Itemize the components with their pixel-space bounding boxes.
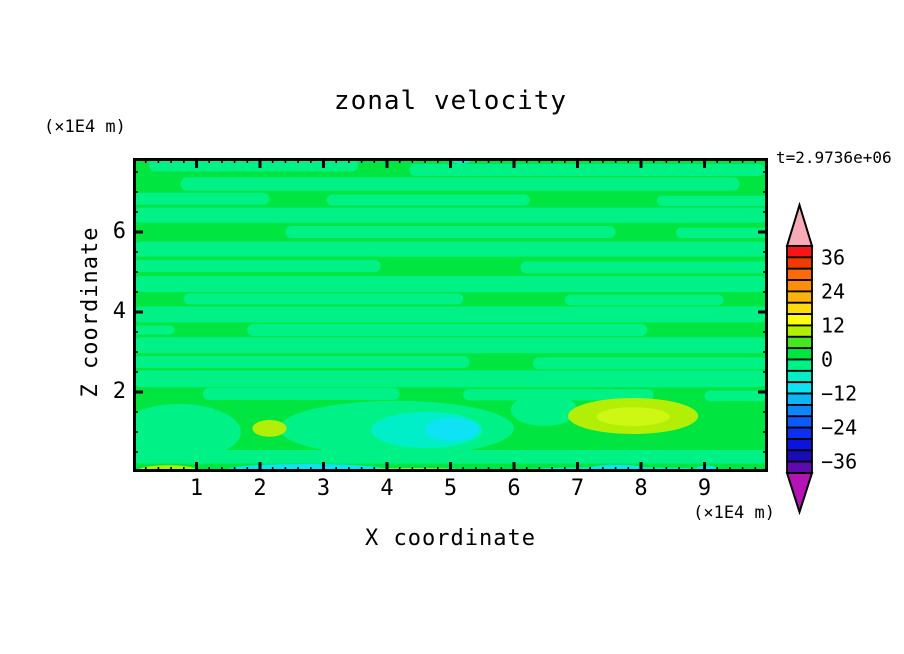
contour-region — [704, 390, 768, 402]
x-tick-label: 7 — [570, 476, 585, 501]
colorbar-tick-label: 12 — [821, 313, 845, 337]
colorbar-segment — [786, 438, 813, 452]
contour-region — [252, 420, 287, 437]
colorbar-under-arrow — [785, 472, 814, 516]
z-tick-label: 6 — [112, 219, 126, 244]
contour-region — [656, 195, 768, 206]
colorbar-tick-label: −12 — [821, 382, 857, 406]
contour-region — [675, 227, 768, 238]
contour-region — [520, 261, 768, 274]
z-tick-label: 2 — [112, 379, 126, 404]
contour-region — [133, 370, 768, 388]
colorbar-segment — [786, 324, 813, 338]
contour-region — [133, 192, 270, 205]
x-axis-unit-label: (×1E4 m) — [693, 503, 775, 523]
contour-region — [133, 325, 175, 335]
contour-region — [510, 394, 578, 426]
colorbar-over-arrow — [785, 201, 814, 247]
contour-region — [409, 164, 765, 176]
colorbar-tick-label: 36 — [821, 245, 845, 269]
x-tick-label: 9 — [697, 476, 712, 501]
contour-region — [326, 194, 530, 206]
x-tick-label: 5 — [443, 476, 458, 501]
contour-region — [564, 294, 724, 306]
colorbar-segment — [786, 335, 813, 350]
colorbar-segment — [786, 245, 813, 259]
x-tick-label: 8 — [634, 476, 648, 501]
contour-plot — [133, 158, 768, 472]
x-axis-title: X coordinate — [365, 526, 536, 551]
colorbar-tick-label: 24 — [821, 279, 845, 303]
colorbar-segment — [786, 256, 813, 270]
contour-region — [133, 337, 768, 354]
colorbar-segment — [786, 392, 813, 406]
colorbar-segment — [786, 290, 813, 304]
x-tick-label: 1 — [189, 476, 204, 501]
contour-region — [180, 177, 740, 191]
colorbar-segment — [786, 301, 813, 316]
contour-region — [285, 226, 616, 238]
contour-region — [533, 357, 768, 370]
contour-region — [133, 276, 768, 292]
colorbar-segment — [786, 381, 813, 395]
contour-region — [596, 407, 670, 426]
contour-region — [133, 404, 241, 460]
colorbar-segment — [786, 358, 813, 372]
x-tick-label: 2 — [253, 476, 267, 501]
timestamp-label: t=2.9736e+06 — [776, 148, 892, 167]
colorbar: 36 24 12 0 −12 −24 −36 — [785, 201, 857, 516]
contour-region — [133, 306, 768, 323]
colorbar-tick-label: 0 — [821, 348, 833, 372]
z-tick-label: 4 — [112, 299, 126, 324]
x-tick-label: 3 — [316, 476, 331, 501]
contour-region — [425, 418, 480, 441]
contour-region — [202, 388, 400, 400]
x-tick-label: 6 — [507, 476, 521, 501]
plot-title: zonal velocity — [333, 86, 568, 116]
colorbar-segment — [786, 267, 813, 281]
contour-region — [133, 450, 768, 464]
colorbar-segment — [786, 403, 813, 418]
contour-region — [133, 260, 381, 272]
colorbar-segment — [786, 449, 813, 463]
contour-region — [247, 324, 648, 336]
contour-region — [133, 207, 768, 223]
colorbar-segment — [786, 279, 813, 293]
colorbar-tick-label: −36 — [821, 450, 857, 474]
colorbar-segment — [786, 369, 813, 384]
contour-region — [133, 356, 470, 368]
plot-border — [133, 158, 768, 472]
colorbar-segment — [786, 415, 813, 429]
x-tick-label: 4 — [380, 476, 394, 501]
contour-region — [148, 159, 359, 172]
colorbar-segment — [786, 313, 813, 327]
colorbar-segment — [786, 460, 813, 474]
colorbar-segment — [786, 347, 813, 361]
contour-region — [133, 241, 768, 257]
contour-region — [463, 389, 654, 401]
z-axis-unit-label: (×1E4 m) — [44, 117, 126, 137]
colorbar-tick-label: −24 — [821, 416, 857, 440]
colorbar-segment — [786, 426, 813, 440]
contour-region — [183, 293, 464, 305]
